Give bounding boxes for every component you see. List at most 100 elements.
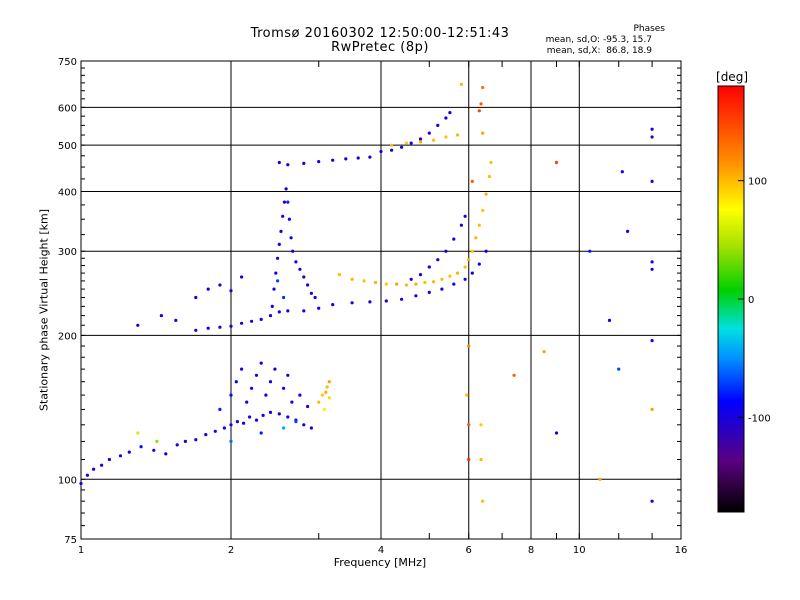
data-point [465,393,469,397]
data-point [277,412,281,416]
y-tick-label: 750 [58,57,77,68]
data-point [250,386,254,390]
data-point [467,457,471,462]
series-0 [79,361,313,486]
data-point [436,123,440,127]
data-point [286,200,290,204]
data-point [384,282,388,286]
data-point [620,170,624,174]
data-point [79,481,83,486]
colorbar-unit-text: deg [720,70,744,84]
data-point [175,443,179,447]
data-point [350,277,354,281]
data-point [432,138,436,142]
data-point [107,457,111,462]
data-point [379,149,383,154]
series-3 [270,187,317,308]
data-point [368,300,372,304]
data-point [302,309,306,313]
data-point [309,291,313,295]
data-point [294,260,298,264]
data-point [235,420,239,424]
data-point [242,421,246,425]
data-point [291,249,295,253]
data-point [281,214,285,218]
data-point [218,407,222,411]
data-point [273,367,277,371]
data-point [213,429,217,433]
data-point [484,192,488,196]
data-point [174,318,178,322]
data-point [400,297,404,301]
data-point [427,265,431,269]
series-5 [409,214,467,281]
data-point [248,415,252,419]
data-point [206,326,210,330]
colorbar-unit: [deg] [716,70,748,84]
data-point [423,280,427,285]
data-point [418,137,423,141]
data-point [409,277,413,281]
data-point [282,386,286,390]
x-tick-label: 16 [675,545,688,556]
data-point [286,163,290,167]
data-point [650,260,654,264]
data-point [427,290,431,294]
data-point [317,400,321,404]
data-point [452,237,456,241]
data-point [272,287,276,291]
data-point [479,423,483,427]
data-point [554,431,559,435]
data-point [414,282,418,286]
series-9 [459,82,602,503]
data-point [456,271,460,275]
chart-subtitle: RwPretec (8p) [331,40,429,55]
y-tick-label: 500 [58,141,77,152]
data-point [194,295,198,300]
data-point [484,249,488,253]
data-point [320,393,324,397]
data-point [436,258,440,262]
data-point [234,380,238,384]
data-point [479,457,483,462]
data-point [448,274,452,278]
data-point [350,301,354,305]
data-point [448,111,452,115]
data-point [302,423,306,427]
data-point [204,433,208,437]
series-6 [277,111,452,167]
data-point [127,450,131,454]
data-point [390,148,394,152]
data-point [164,452,168,456]
data-point [317,160,321,164]
data-point [331,158,335,162]
data-point [155,439,159,443]
data-point [554,160,559,165]
data-point [409,141,413,145]
data-point [261,413,265,417]
data-point [240,367,244,371]
series-2 [194,249,488,332]
data-point [327,396,331,400]
data-point [477,262,481,266]
data-point [463,214,467,218]
data-point [487,174,491,179]
data-point [598,477,602,481]
data-point [384,299,388,303]
data-point [289,236,293,240]
data-point [404,283,409,287]
data-point [324,390,328,394]
data-point [240,321,244,325]
data-point [470,179,474,183]
data-point [489,160,493,165]
data-point [259,317,263,321]
data-point [284,187,288,191]
data-point [463,277,467,281]
x-tick-label: 1 [78,545,84,556]
data-point [395,282,399,286]
data-point [481,131,485,135]
data-point [290,400,294,404]
y-axis-label: Stationary phase Virtual Height [km] [37,208,51,412]
data-point [432,280,436,284]
data-point [309,426,313,430]
